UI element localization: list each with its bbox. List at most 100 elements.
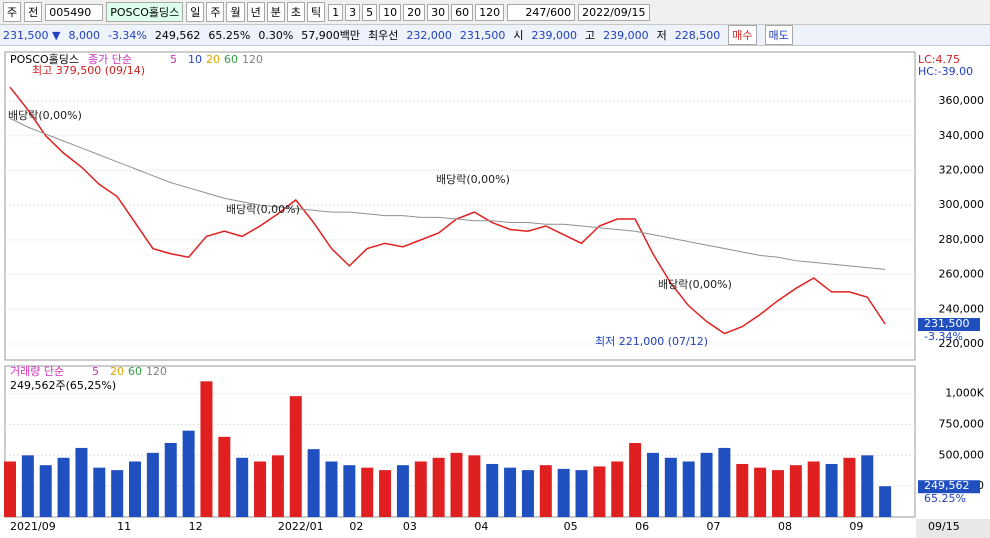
subtitle: 249,562주(65,25%) [10,379,116,392]
y-tick-label: 280,000 [939,233,985,246]
price-panel [4,51,916,361]
turnover: 0.30% [258,28,294,42]
volume-bar [771,470,784,517]
period-button[interactable]: 분 [266,2,285,22]
interval-button[interactable]: 1 [328,3,344,21]
date[interactable]: 2022/09/15 [578,3,650,21]
high-label: 고 [585,29,596,42]
volume-bar [379,470,392,517]
volume-bar [700,452,713,517]
x-tick-label: 09 [849,520,863,533]
interval-button[interactable]: 5 [362,3,378,21]
high: 239,000 [603,28,649,42]
chart-title: POSCO홀딩스 [10,53,79,66]
low-label: 저 [656,29,667,42]
volume-bar [539,465,552,517]
volume-bar [664,457,677,517]
volume-bar [414,461,427,517]
volume-bar [325,461,338,517]
sell-button[interactable]: 매도 [764,25,793,45]
legend-item: 60 [224,53,238,66]
period-button[interactable]: 일 [186,2,205,22]
legend-title: 종가 단순 [88,53,132,66]
volume-pct: 65.25% [208,28,251,42]
legend-item: 10 [188,53,202,66]
volume-bar [521,470,534,517]
volume: 249,562 [154,28,201,42]
y-tick-label: 1,000K [945,387,984,400]
y-tick-label: 500,000 [939,448,985,461]
last-change: -3.34% [924,330,963,343]
lc-label: LC:4.75 [918,53,960,66]
y-tick-label: 750,000 [939,417,985,430]
y-tick-label: 360,000 [939,94,985,107]
open: 239,000 [531,28,578,42]
change: 8,000 [68,28,100,42]
intervals: 1 3 5 10 20 30 60 120 [328,3,505,21]
volume-bar [236,457,249,517]
interval-button[interactable]: 20 [403,3,426,21]
volume-bar [146,452,159,517]
price: 231,500 ▼ [3,28,61,42]
market[interactable]: 주 [3,2,22,22]
volume-bar [129,461,142,517]
volume-bar [307,449,320,517]
interval-button[interactable]: 60 [451,3,474,21]
volume-bar [718,447,731,517]
volume-bar [218,436,231,517]
legend-item: 120 [146,365,167,378]
low: 228,500 [674,28,721,42]
volume-bar [789,465,802,517]
volume-bar [111,470,124,517]
period-button[interactable]: 월 [226,2,245,22]
info-bar: 231,500 ▼ 8,000 -3.34% 249,562 65.25% 0.… [0,25,990,46]
x-tick-label: 2021/09 [10,520,56,533]
volume-bar [182,430,195,517]
scope[interactable]: 전 [24,2,43,22]
change-pct: -3.34% [107,28,147,42]
x-tick-label: 05 [564,520,578,533]
volume-bar [557,468,570,517]
interval-button[interactable]: 10 [379,3,402,21]
code[interactable]: 005490 [45,3,104,21]
annotation: 배당락(0,00%) [8,109,82,122]
volume-bar [289,396,302,517]
volume-bar [611,461,624,517]
end-date-box [916,519,990,538]
y-tick-label: 300,000 [939,198,985,211]
x-tick-label: 11 [117,520,131,533]
x-tick-label: 07 [707,520,721,533]
buy-button[interactable]: 매수 [728,25,757,45]
annotation: 최저 221,000 (07/12) [595,335,708,348]
interval-button[interactable]: 30 [427,3,450,21]
price-line [9,86,886,335]
y-tick-label: 340,000 [939,129,985,142]
volume-bar [754,467,767,517]
end-date: 09/15 [928,520,960,533]
volume-bar [4,461,16,517]
x-tick-label: 02 [349,520,363,533]
volume-bar [396,465,409,517]
annotation: 배당락(0,00%) [436,173,510,186]
volume-bar [21,455,34,517]
ask: 232,000 [406,28,452,42]
x-tick-label: 06 [635,520,649,533]
period-button[interactable]: 초 [286,2,305,22]
period-button[interactable]: 년 [246,2,265,22]
x-tick-label: 08 [778,520,792,533]
period-button[interactable]: 주 [206,2,225,22]
legend-item: 20 [110,365,124,378]
volume-bar [861,455,874,517]
interval-button[interactable]: 3 [345,3,361,21]
volume-bar [504,467,517,517]
interval-button[interactable]: 120 [475,3,505,21]
legend-item: 120 [242,53,263,66]
y-tick-label: 320,000 [939,163,985,176]
y-tick-label: 260,000 [939,268,985,281]
y-tick-label: 240,000 [939,302,985,315]
volume-bar [486,463,499,517]
period-button[interactable]: 틱 [306,2,326,22]
annotation: 최고 379,500 (09/14) [32,64,145,77]
chart: 360,000 340,000 320,000 300,000 280,000 260,0… [4,51,990,538]
